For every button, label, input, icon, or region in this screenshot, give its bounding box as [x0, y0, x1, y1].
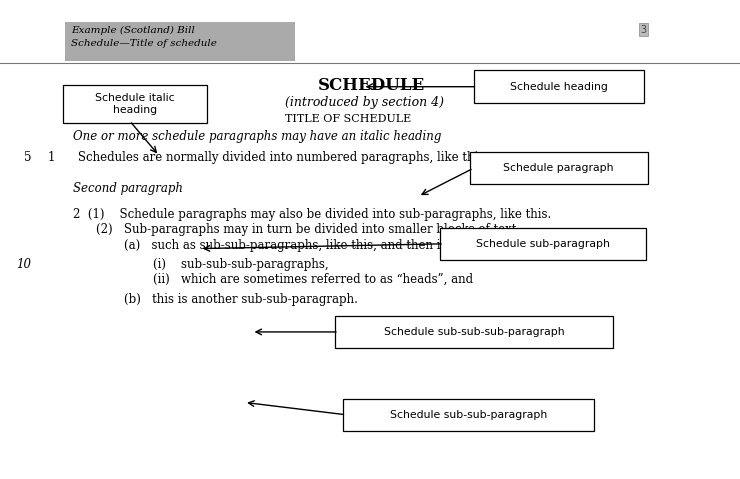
Text: Second paragraph: Second paragraph: [73, 182, 183, 195]
Text: (ii)   which are sometimes referred to as “heads”, and: (ii) which are sometimes referred to as …: [153, 273, 474, 286]
Text: SCHEDULE: SCHEDULE: [318, 77, 425, 93]
Text: (i)    sub-sub-sub-paragraphs,: (i) sub-sub-sub-paragraphs,: [153, 258, 329, 271]
Text: Schedule sub-paragraph: Schedule sub-paragraph: [477, 239, 610, 249]
Text: 5: 5: [24, 151, 31, 164]
Text: 3: 3: [641, 25, 647, 35]
FancyBboxPatch shape: [63, 85, 207, 123]
Text: Schedule sub-sub-paragraph: Schedule sub-sub-paragraph: [390, 410, 547, 420]
FancyBboxPatch shape: [440, 228, 646, 260]
Text: Schedule sub-sub-sub-paragraph: Schedule sub-sub-sub-paragraph: [383, 327, 565, 337]
Text: (a)   such as sub-sub-paragraphs, like this, and then into—: (a) such as sub-sub-paragraphs, like thi…: [124, 239, 472, 251]
Text: (introduced by section 4): (introduced by section 4): [285, 96, 444, 109]
Text: 1      Schedules are normally divided into numbered paragraphs, like this one.: 1 Schedules are normally divided into nu…: [48, 151, 514, 164]
FancyBboxPatch shape: [335, 316, 613, 348]
FancyBboxPatch shape: [474, 70, 644, 103]
FancyBboxPatch shape: [470, 152, 648, 184]
Text: TITLE OF SCHEDULE: TITLE OF SCHEDULE: [285, 114, 411, 124]
Text: Schedule—Title of schedule: Schedule—Title of schedule: [71, 39, 217, 48]
Text: 2  (1)    Schedule paragraphs may also be divided into sub-paragraphs, like this: 2 (1) Schedule paragraphs may also be di…: [73, 208, 551, 221]
Text: One or more schedule paragraphs may have an italic heading: One or more schedule paragraphs may have…: [73, 130, 441, 143]
FancyBboxPatch shape: [65, 22, 295, 61]
Text: 10: 10: [16, 258, 31, 271]
FancyBboxPatch shape: [343, 399, 594, 431]
Text: (b)   this is another sub-sub-paragraph.: (b) this is another sub-sub-paragraph.: [124, 293, 358, 306]
Text: Example (Scotland) Bill: Example (Scotland) Bill: [71, 26, 195, 35]
Text: Schedule italic
heading: Schedule italic heading: [95, 93, 175, 115]
Text: (2)   Sub-paragraphs may in turn be divided into smaller blocks of text—: (2) Sub-paragraphs may in turn be divide…: [96, 223, 528, 236]
Text: Schedule paragraph: Schedule paragraph: [503, 163, 614, 173]
Text: Schedule heading: Schedule heading: [510, 82, 608, 91]
